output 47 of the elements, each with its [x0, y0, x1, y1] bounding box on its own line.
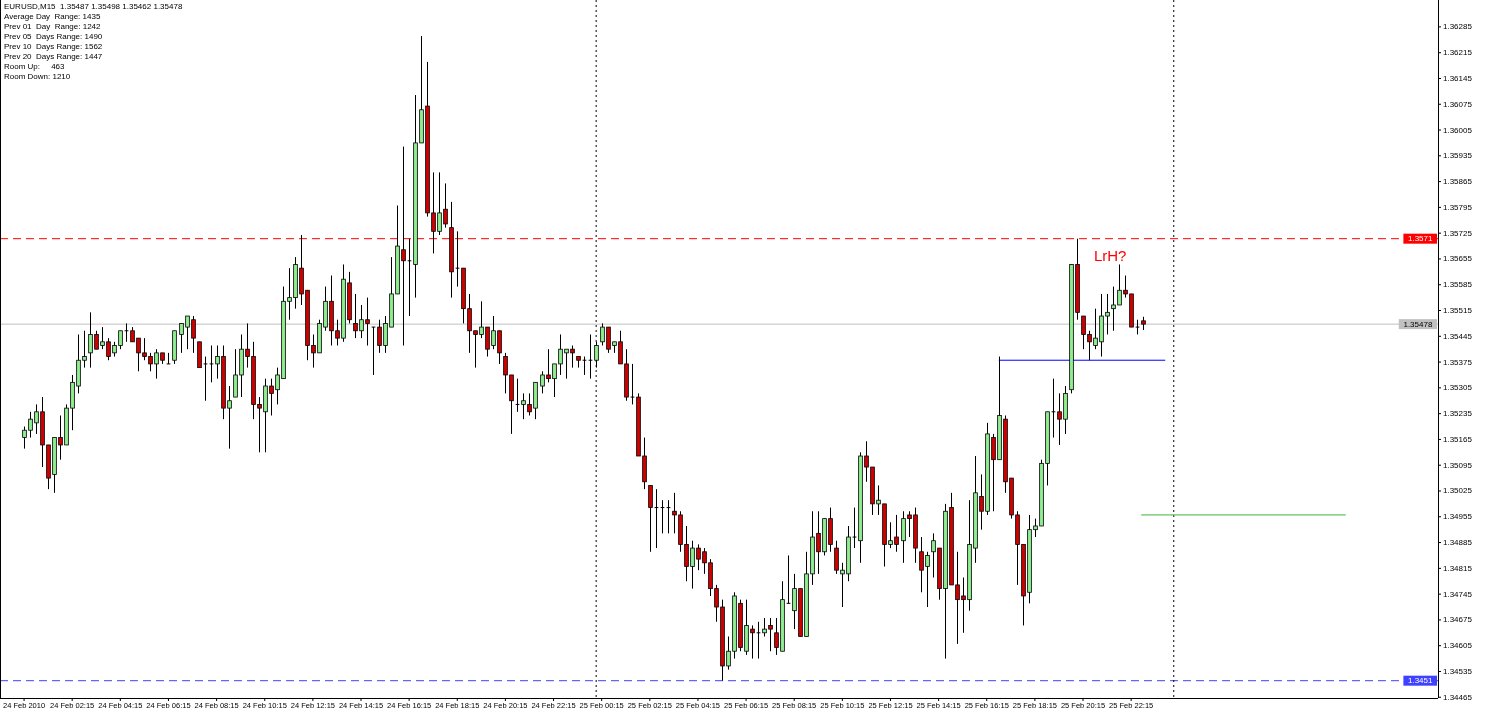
- y-tick-label: 1.35095: [1443, 460, 1473, 470]
- y-tick-label: 1.34815: [1443, 563, 1473, 573]
- annotation: Prev 20 Days Range: 1447: [4, 52, 103, 61]
- y-tick-label: 1.34675: [1443, 615, 1473, 625]
- candlestick: [455, 230, 460, 288]
- y-tick-label: 1.34465: [1443, 692, 1473, 702]
- candlestick: [371, 326, 376, 376]
- annotation: Prev 01 Day Range: 1242: [4, 22, 102, 31]
- annotation: Room Down: 1210: [4, 72, 71, 81]
- candlestick: [648, 484, 653, 553]
- y-tick-label: 1.36285: [1443, 22, 1473, 32]
- candlestick: [203, 356, 208, 402]
- annotation: Prev 10 Days Range: 1562: [4, 42, 103, 51]
- ref-line-label: 1.35478: [1403, 319, 1433, 329]
- ref-line-label: 1.3571: [1407, 234, 1433, 244]
- y-tick-label: 1.34605: [1443, 641, 1473, 651]
- y-tick-label: 1.35515: [1443, 306, 1473, 316]
- annotation: Room Up: 463: [4, 62, 66, 71]
- candlestick: [209, 345, 214, 383]
- y-tick-label: 1.34885: [1443, 538, 1473, 548]
- y-tick-label: 1.35445: [1443, 331, 1473, 341]
- y-tick-label: 1.35305: [1443, 383, 1473, 393]
- candlestick: [852, 507, 857, 549]
- candlestick: [630, 363, 635, 405]
- y-tick-label: 1.36145: [1443, 73, 1473, 83]
- chart-title: EURUSD,M15 1.35487 1.35498 1.35462 1.35478: [4, 2, 183, 11]
- candlestick: [166, 352, 171, 365]
- y-tick-label: 1.36215: [1443, 48, 1473, 58]
- y-tick-label: 1.35025: [1443, 486, 1473, 496]
- y-tick-label: 1.35935: [1443, 151, 1473, 161]
- y-tick-label: 1.35655: [1443, 254, 1473, 264]
- y-tick-label: 1.35865: [1443, 177, 1473, 187]
- y-tick-label: 1.34745: [1443, 589, 1473, 599]
- y-tick-label: 1.36005: [1443, 125, 1473, 135]
- y-tick-label: 1.35235: [1443, 409, 1473, 419]
- annotation: LrH?: [1093, 246, 1127, 264]
- ref-line-label: 1.3451: [1407, 676, 1433, 686]
- y-tick-label: 1.36075: [1443, 99, 1473, 109]
- y-tick-label: 1.34535: [1443, 666, 1473, 676]
- annotation: Average Day Range: 1435: [4, 12, 101, 21]
- y-tick-label: 1.35725: [1443, 228, 1473, 238]
- y-tick-label: 1.34955: [1443, 512, 1473, 522]
- y-tick-label: 1.35375: [1443, 357, 1473, 367]
- annotation: Prev 05 Days Range: 1490: [4, 32, 103, 41]
- y-tick-label: 1.35585: [1443, 280, 1473, 290]
- y-tick-label: 1.35795: [1443, 202, 1473, 212]
- y-tick-label: 1.35165: [1443, 434, 1473, 444]
